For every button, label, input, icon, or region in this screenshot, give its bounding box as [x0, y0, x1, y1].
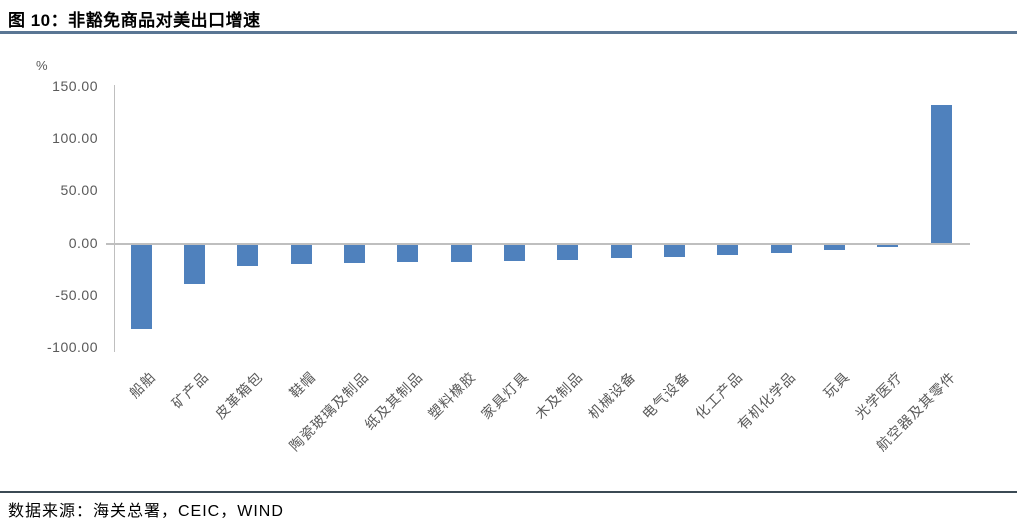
zero-gridline	[106, 243, 970, 245]
data-source-note: 数据来源：海关总署，CEIC，WIND	[8, 503, 284, 520]
bar	[717, 244, 739, 255]
bar	[824, 244, 846, 250]
title-underline	[0, 31, 1017, 34]
x-tick-label: 皮革箱包	[211, 368, 266, 423]
bar	[237, 244, 259, 267]
x-tick-label: 矿产品	[168, 368, 213, 412]
y-tick-label: 100.00	[52, 130, 98, 147]
x-tick-label: 木及制品	[531, 368, 586, 423]
bar	[770, 244, 792, 253]
bar	[930, 104, 952, 244]
bar	[557, 244, 579, 261]
bar	[503, 244, 525, 262]
bar	[610, 244, 632, 259]
footer-rule	[0, 491, 1017, 493]
bar	[290, 244, 312, 265]
y-tick-label: 150.00	[52, 78, 98, 94]
bar	[183, 244, 205, 285]
bar	[450, 244, 472, 263]
x-tick-label: 家具灯具	[478, 368, 533, 423]
x-tick-label: 机械设备	[585, 368, 639, 423]
y-tick-label: -100.00	[47, 338, 98, 355]
bar	[877, 244, 899, 247]
x-tick-label: 电气设备	[638, 368, 693, 423]
bar	[343, 244, 365, 264]
x-tick-label: 塑料橡胶	[425, 368, 479, 423]
x-tick-label: 玩具	[819, 368, 853, 401]
y-tick-label: 50.00	[60, 182, 98, 199]
bar	[397, 244, 419, 263]
y-tick-label: 0.00	[68, 234, 98, 251]
y-tick-label: -50.00	[55, 286, 98, 303]
x-tick-label: 鞋帽	[286, 368, 319, 401]
bar	[664, 244, 685, 258]
x-tick-label: 船舶	[126, 368, 159, 401]
figure-title: 图 10：非豁免商品对美出口增速	[8, 11, 261, 30]
y-axis-unit-label: %	[36, 58, 48, 73]
y-axis-line	[114, 85, 115, 352]
bar	[130, 244, 152, 329]
